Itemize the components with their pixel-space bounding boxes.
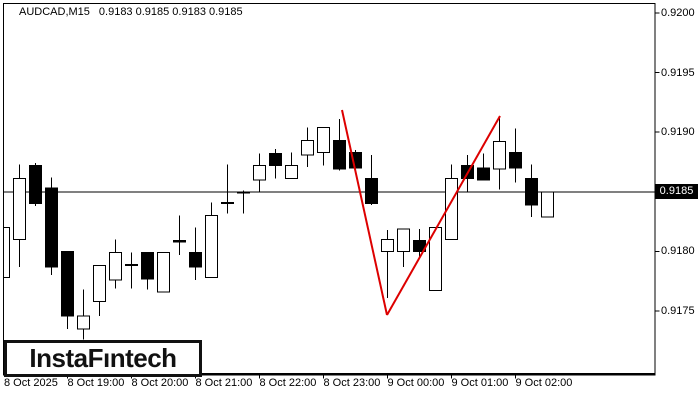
candle-up (445, 178, 458, 240)
instafintech-logo: InstaFıntech (4, 340, 202, 377)
candle-up (253, 165, 266, 181)
candle-down (29, 165, 42, 205)
chart-frame (3, 3, 656, 374)
price-label: 0.9175 (661, 305, 695, 317)
candle-up (125, 264, 138, 267)
time-label: 9 Oct 01:00 (451, 377, 509, 389)
time-label: 8 Oct 22:00 (259, 377, 317, 389)
candle-up (13, 178, 26, 240)
candle-up (4, 227, 10, 279)
candle-down (189, 252, 202, 268)
candle-down (477, 167, 490, 181)
candle-up (93, 265, 106, 302)
time-label: 8 Oct 19:00 (67, 377, 125, 389)
time-label: 8 Oct 21:00 (195, 377, 253, 389)
candle-up (429, 227, 442, 292)
candle-up (285, 165, 298, 180)
candle-down (365, 178, 378, 205)
candle-up (205, 215, 218, 279)
time-label: 8 Oct 20:00 (131, 377, 189, 389)
candle-down (509, 151, 522, 169)
candles-group (4, 116, 554, 340)
candle-down (173, 240, 186, 243)
candle-up (109, 252, 122, 281)
time-label: 9 Oct 00:00 (387, 377, 445, 389)
trend-line-v-right-leg[interactable] (386, 115, 501, 316)
quote-ohlc-label: 0.9183 0.9185 0.9183 0.9185 (98, 6, 243, 18)
symbol-period-label: AUDCAD,M15 (19, 6, 90, 18)
candle-down (45, 187, 58, 268)
chart-title: AUDCAD,M15 0.9183 0.9185 0.9183 0.9185 (19, 6, 243, 18)
time-label: 9 Oct 02:00 (515, 377, 573, 389)
candle-up (317, 126, 330, 153)
candle-down (61, 250, 74, 317)
candle-down (221, 202, 234, 205)
candle-up (301, 140, 314, 156)
candle-up (381, 238, 394, 252)
time-label: 8 Oct 2025 (4, 377, 58, 389)
candle-down (237, 191, 250, 194)
candle-up (493, 141, 506, 170)
candle-up (157, 252, 170, 293)
current-price-badge: 0.9185 (655, 184, 698, 200)
candle-up (77, 315, 90, 330)
candle-down (269, 153, 282, 167)
price-label: 0.9190 (661, 126, 695, 139)
trend-line-v-left-leg[interactable] (341, 109, 388, 316)
instafintech-logo-text: InstaFıntech (29, 343, 177, 373)
time-label: 8 Oct 23:00 (323, 377, 381, 389)
candle-down (525, 178, 538, 206)
price-label: 0.9195 (661, 66, 695, 79)
candle-up (541, 191, 554, 218)
price-label: 0.9200 (661, 7, 695, 19)
candle-up (397, 228, 410, 252)
candle-down (141, 252, 154, 280)
candle-down (333, 140, 346, 170)
price-label: 0.9180 (661, 245, 695, 258)
